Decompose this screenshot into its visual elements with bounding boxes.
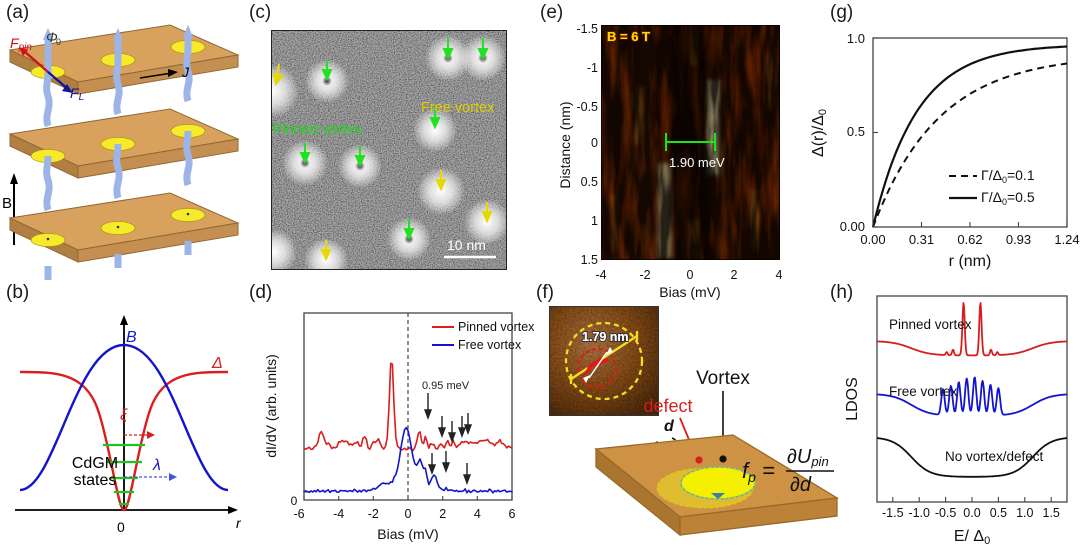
svg-text:1.0: 1.0 [1016, 506, 1033, 520]
svg-text:-6: -6 [293, 507, 304, 521]
svg-text:0: 0 [591, 136, 598, 150]
svg-text:Pinned vortex: Pinned vortex [273, 122, 362, 138]
svg-text:0.95 meV: 0.95 meV [422, 380, 470, 392]
svg-text:10 nm: 10 nm [447, 237, 486, 253]
svg-text:λ: λ [152, 457, 161, 474]
svg-text:r: r [236, 515, 242, 531]
svg-text:B: B [126, 329, 137, 346]
svg-text:-1.5: -1.5 [576, 22, 598, 36]
svg-text:B: B [2, 195, 12, 212]
svg-text:0.5: 0.5 [990, 506, 1007, 520]
svg-text:0.00: 0.00 [860, 232, 885, 247]
svg-text:fp =: fp = [742, 458, 775, 485]
svg-text:Γ/Δ0=0.1: Γ/Δ0=0.1 [981, 167, 1035, 185]
svg-text:Free vortex: Free vortex [458, 338, 522, 352]
svg-text:CdGM: CdGM [72, 455, 118, 472]
svg-text:∂Upin: ∂Upin [787, 446, 829, 469]
svg-text:dI/dV (arb. units): dI/dV (arb. units) [263, 354, 279, 458]
svg-text:Vortex: Vortex [696, 368, 750, 389]
svg-text:LDOS: LDOS [844, 377, 861, 421]
svg-text:No vortex/defect: No vortex/defect [945, 449, 1044, 464]
svg-text:Pinned vortex: Pinned vortex [458, 320, 535, 334]
svg-text:1.24: 1.24 [1054, 232, 1079, 247]
svg-text:∂d: ∂d [790, 474, 812, 496]
svg-text:0.5: 0.5 [581, 175, 598, 189]
svg-text:0.62: 0.62 [957, 232, 982, 247]
svg-text:1: 1 [591, 214, 598, 228]
svg-text:Δ(r)/Δ0: Δ(r)/Δ0 [810, 109, 829, 157]
svg-text:0.31: 0.31 [909, 232, 934, 247]
svg-text:1.5: 1.5 [1043, 506, 1060, 520]
svg-text:4: 4 [474, 507, 481, 521]
svg-text:0: 0 [56, 37, 61, 47]
svg-text:Free vortex: Free vortex [889, 384, 958, 399]
svg-text:ξ: ξ [120, 407, 128, 424]
svg-text:2: 2 [439, 507, 446, 521]
svg-text:Γ/Δ0=0.5: Γ/Δ0=0.5 [981, 189, 1035, 207]
svg-text:-4: -4 [333, 507, 344, 521]
svg-text:-2: -2 [368, 507, 379, 521]
svg-text:Free vortex: Free vortex [421, 100, 495, 116]
svg-text:0: 0 [117, 519, 125, 535]
svg-text:1.0: 1.0 [847, 31, 865, 46]
svg-text:-0.5: -0.5 [576, 100, 598, 114]
svg-text:-1.5: -1.5 [882, 506, 904, 520]
svg-text:1.5: 1.5 [581, 253, 598, 267]
svg-text:r (nm): r (nm) [949, 253, 992, 270]
svg-text:E/ Δ0: E/ Δ0 [954, 528, 990, 547]
svg-text:6: 6 [509, 507, 516, 521]
svg-text:Δ: Δ [211, 355, 223, 372]
svg-text:-1: -1 [587, 61, 598, 75]
svg-text:states: states [74, 472, 117, 489]
svg-text:Distance (nm): Distance (nm) [557, 101, 573, 188]
svg-text:0.0: 0.0 [963, 506, 980, 520]
svg-text:0.5: 0.5 [847, 124, 865, 139]
svg-text:d: d [664, 418, 675, 435]
svg-text:Bias (mV): Bias (mV) [377, 526, 438, 542]
svg-text:defect: defect [643, 396, 692, 416]
svg-text:-0.5: -0.5 [935, 506, 957, 520]
svg-text:J: J [181, 64, 190, 80]
svg-text:0.93: 0.93 [1006, 232, 1031, 247]
svg-text:0: 0 [291, 494, 298, 508]
svg-text:Fpin: Fpin [10, 35, 32, 53]
svg-text:Pinned vortex: Pinned vortex [889, 317, 972, 332]
svg-text:0: 0 [405, 507, 412, 521]
svg-text:-1.0: -1.0 [908, 506, 930, 520]
